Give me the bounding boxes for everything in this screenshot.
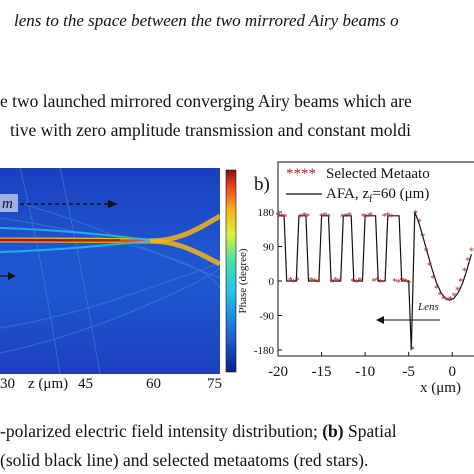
dashed-arrow-head-icon [108,200,118,208]
selected-metaatom-star: * [410,345,415,356]
selected-metaatom-star: * [448,295,453,306]
ytick-label: 90 [263,242,275,254]
selected-metaatom-star: * [276,211,281,222]
selected-metaatom-star: * [361,212,366,223]
selected-metaatom-star: * [291,278,296,289]
selected-metaatom-star: * [385,211,390,222]
lower-arrow-head-icon [8,272,16,280]
legend-stars-label: Selected Metaato [326,166,430,182]
lens-arrow-head-icon [376,316,384,324]
selected-metaatom-star: * [417,218,422,229]
selected-metaatom-star: * [375,276,380,287]
header-text-line-1: lens to the space between the two mirror… [14,11,399,30]
selected-metaatom-star: * [455,285,460,296]
selected-metaatom-star: * [406,279,411,290]
heatmap-xlabel: z (μm) [28,376,69,392]
afa-phase-line [278,211,472,351]
selected-metaatom-star: * [389,213,394,224]
selected-metaatom-star: * [305,212,310,223]
colorbar [225,169,237,373]
xtick-label: -5 [402,364,415,380]
selected-metaatom-star: * [378,278,383,289]
selected-metaatom-star: * [279,212,284,223]
selected-metaatom-star: * [420,232,425,243]
selected-metaatom-star: * [340,213,345,224]
field-intensity-heatmap: m [0,168,220,374]
ytick-label: -180 [254,345,275,357]
xtick-label: 0 [448,364,456,380]
selected-metaatom-star: * [441,295,446,306]
selected-metaatom-star: * [413,209,418,220]
y-axis-label: Phase (degree) [237,248,249,313]
selected-metaatom-star: * [295,276,300,287]
body-text-line-1: e two launched mirrored converging Airy … [0,91,412,111]
selected-metaatom-star: * [396,278,401,289]
selected-metaatom-star: * [302,211,307,222]
selected-metaatom-star: * [364,213,369,224]
selected-metaatom-star: * [350,277,355,288]
selected-metaatom-star: * [288,276,293,287]
heatmap-xtick-30: 30 [0,376,15,392]
selected-metaatom-star: * [336,277,341,288]
airy-beam-paths [0,213,220,267]
selected-metaatom-star: * [316,278,321,289]
heatmap-xtick-75: 75 [207,376,222,392]
selected-metaatom-star: * [399,276,404,287]
selected-metaatom-star: * [357,276,362,287]
ytick-label: 180 [258,207,275,219]
legend-line-label: AFA, zf=60 (μm) [326,186,429,205]
selected-metaatom-star: * [343,212,348,223]
beam-label: m [2,196,13,212]
selected-metaatom-star: * [326,213,331,224]
beam-label-box [0,194,18,212]
caption-line-1-tail: Spatial [343,421,397,441]
selected-metaatom-star: * [368,211,373,222]
panel-b-label: b) [254,174,270,195]
xtick-label: -15 [312,364,332,380]
selected-metaatom-star: * [403,277,408,288]
selected-metaatom-star: * [347,211,352,222]
plot-frame [277,161,474,357]
caption-line-1: -polarized electric field intensity dist… [0,421,397,441]
selected-metaatom-star: * [323,211,328,222]
selected-metaatom-star: * [330,278,335,289]
selected-metaatom-star: * [392,277,397,288]
selected-metaatom-star: * [382,212,387,223]
body-text-line-2: tive with zero amplitude transmission an… [10,120,411,140]
lens-annotation: Lens [417,301,439,313]
selected-metaatom-star: * [438,290,443,301]
ytick-label: -90 [259,311,274,323]
selected-metaatom-star: * [312,277,317,288]
selected-metaatom-star: * [371,277,376,288]
caption-line-2: (solid black line) and selected metaatom… [0,450,369,470]
caption-panel-b-ref: (b) [322,421,344,441]
selected-metaatom-star: * [298,213,303,224]
selected-metaatom-star: * [354,278,359,289]
xtick-label: -10 [355,364,375,380]
selected-metaatom-star: * [458,277,463,288]
selected-metaatom-star: * [469,246,474,257]
xtick-label: -20 [268,364,288,380]
selected-metaatom-star: * [465,256,470,267]
phase-profile-chart: b) 180 90 0 -90 -180 Phase (degree) -20 -15 -10 -5… [237,161,474,396]
heatmap-xtick-45: 45 [78,376,93,392]
selected-metaatom-star: * [282,213,287,224]
selected-metaatom-star: * [444,296,449,307]
selected-metaatom-star: * [431,274,436,285]
selected-metaatom-star: * [451,292,456,303]
ytick-label: 0 [269,276,275,288]
heatmap-xtick-60: 60 [146,376,161,392]
selected-metaatom-star: * [434,284,439,295]
selected-metaatom-star: * [424,246,429,257]
legend-star-icon: **** [286,166,316,182]
selected-metaatom-star: * [333,276,338,287]
selected-metaatom-star: * [427,261,432,272]
selected-metaatom-star: * [319,212,324,223]
selected-metaatom-star: * [309,276,314,287]
x-axis-label: x (μm) [420,380,461,396]
caption-line-1-text: -polarized electric field intensity dist… [0,421,323,441]
interference-ripples [0,168,220,374]
selected-metaatom-star: * [462,266,467,277]
